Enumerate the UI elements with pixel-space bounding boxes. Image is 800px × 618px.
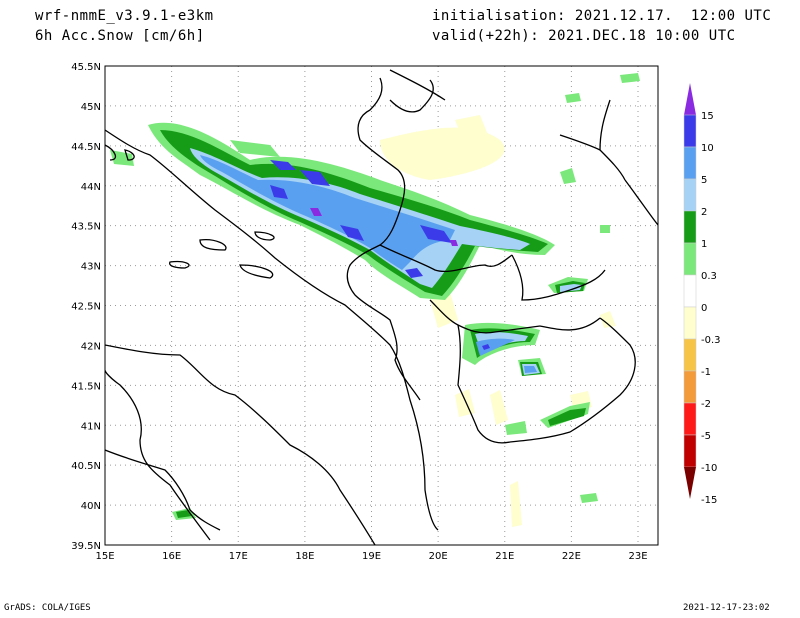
legend-swatch: [683, 146, 697, 180]
legend-swatch: [683, 210, 697, 244]
lat-tick-label: 44N: [81, 182, 101, 193]
lon-tick-label: 20E: [429, 551, 448, 562]
lat-tick-label: 44.5N: [71, 142, 101, 153]
snow-field: [110, 73, 640, 527]
lat-tick-label: 43N: [81, 262, 101, 273]
lon-tick-label: 16E: [162, 551, 181, 562]
legend-swatch: [683, 114, 697, 148]
lon-tick-label: 22E: [562, 551, 581, 562]
lat-tick-label: 41N: [81, 421, 101, 432]
lat-tick-label: 42.5N: [71, 302, 101, 313]
legend-bottom-arrow: [684, 467, 696, 499]
lat-tick-label: 42N: [81, 341, 101, 352]
legend-swatch: [683, 178, 697, 212]
legend-label: -2: [701, 399, 711, 410]
map-frame: [104, 65, 659, 546]
legend-swatch: [683, 274, 697, 308]
legend-label: 0.3: [701, 271, 717, 282]
lon-tick-label: 18E: [295, 551, 314, 562]
lat-tick-label: 45N: [81, 102, 101, 113]
color-legend: 15 10 5 2 1 0.3 0 -0.3 -1 -2 -5 -10 -15: [683, 83, 721, 506]
legend-swatch: [683, 242, 697, 276]
lat-tick-label: 41.5N: [71, 381, 101, 392]
lon-tick-label: 23E: [628, 551, 647, 562]
gridlines: [105, 66, 658, 545]
lat-tick-label: 40N: [81, 501, 101, 512]
legend-label: -15: [701, 495, 717, 506]
legend-label: -5: [701, 431, 711, 442]
lon-tick-label: 17E: [229, 551, 248, 562]
valid-time: valid(+22h): 2021.DEC.18 10:00 UTC: [432, 28, 736, 44]
grads-credit: GrADS: COLA/IGES: [4, 603, 91, 613]
model-name: wrf-nmmE_v3.9.1-e3km: [35, 8, 214, 24]
legend-swatch: [683, 306, 697, 340]
legend-label: 1: [701, 239, 707, 250]
legend-label: 2: [701, 207, 707, 218]
lat-tick-label: 45.5N: [71, 62, 101, 73]
legend-label: -0.3: [701, 335, 721, 346]
legend-label: -1: [701, 367, 711, 378]
legend-swatch: [683, 434, 697, 468]
legend-swatch: [683, 370, 697, 404]
lon-axis: 15E 16E 17E 18E 19E 20E 21E 22E 23E: [95, 551, 647, 562]
lon-tick-label: 21E: [495, 551, 514, 562]
field-name: 6h Acc.Snow [cm/6h]: [35, 28, 205, 44]
lon-tick-label: 15E: [95, 551, 114, 562]
legend-label: 10: [701, 143, 714, 154]
init-time: initialisation: 2021.12.17. 12:00 UTC: [432, 8, 772, 24]
lon-tick-label: 19E: [362, 551, 381, 562]
legend-label: 5: [701, 175, 707, 186]
coastlines-borders: [105, 69, 658, 545]
lat-tick-label: 39.5N: [71, 541, 101, 552]
render-timestamp: 2021-12-17-23:02: [683, 603, 770, 613]
lat-tick-label: 43.5N: [71, 222, 101, 233]
legend-label: 0: [701, 303, 707, 314]
legend-swatch: [683, 402, 697, 436]
legend-swatch: [683, 338, 697, 372]
lat-tick-label: 40.5N: [71, 461, 101, 472]
legend-top-arrow: [684, 83, 696, 115]
lat-axis: 39.5N 40N 40.5N 41N 41.5N 42N 42.5N 43N 43.5N 44N…: [71, 62, 101, 552]
legend-label: -10: [701, 463, 717, 474]
legend-label: 15: [701, 111, 714, 122]
